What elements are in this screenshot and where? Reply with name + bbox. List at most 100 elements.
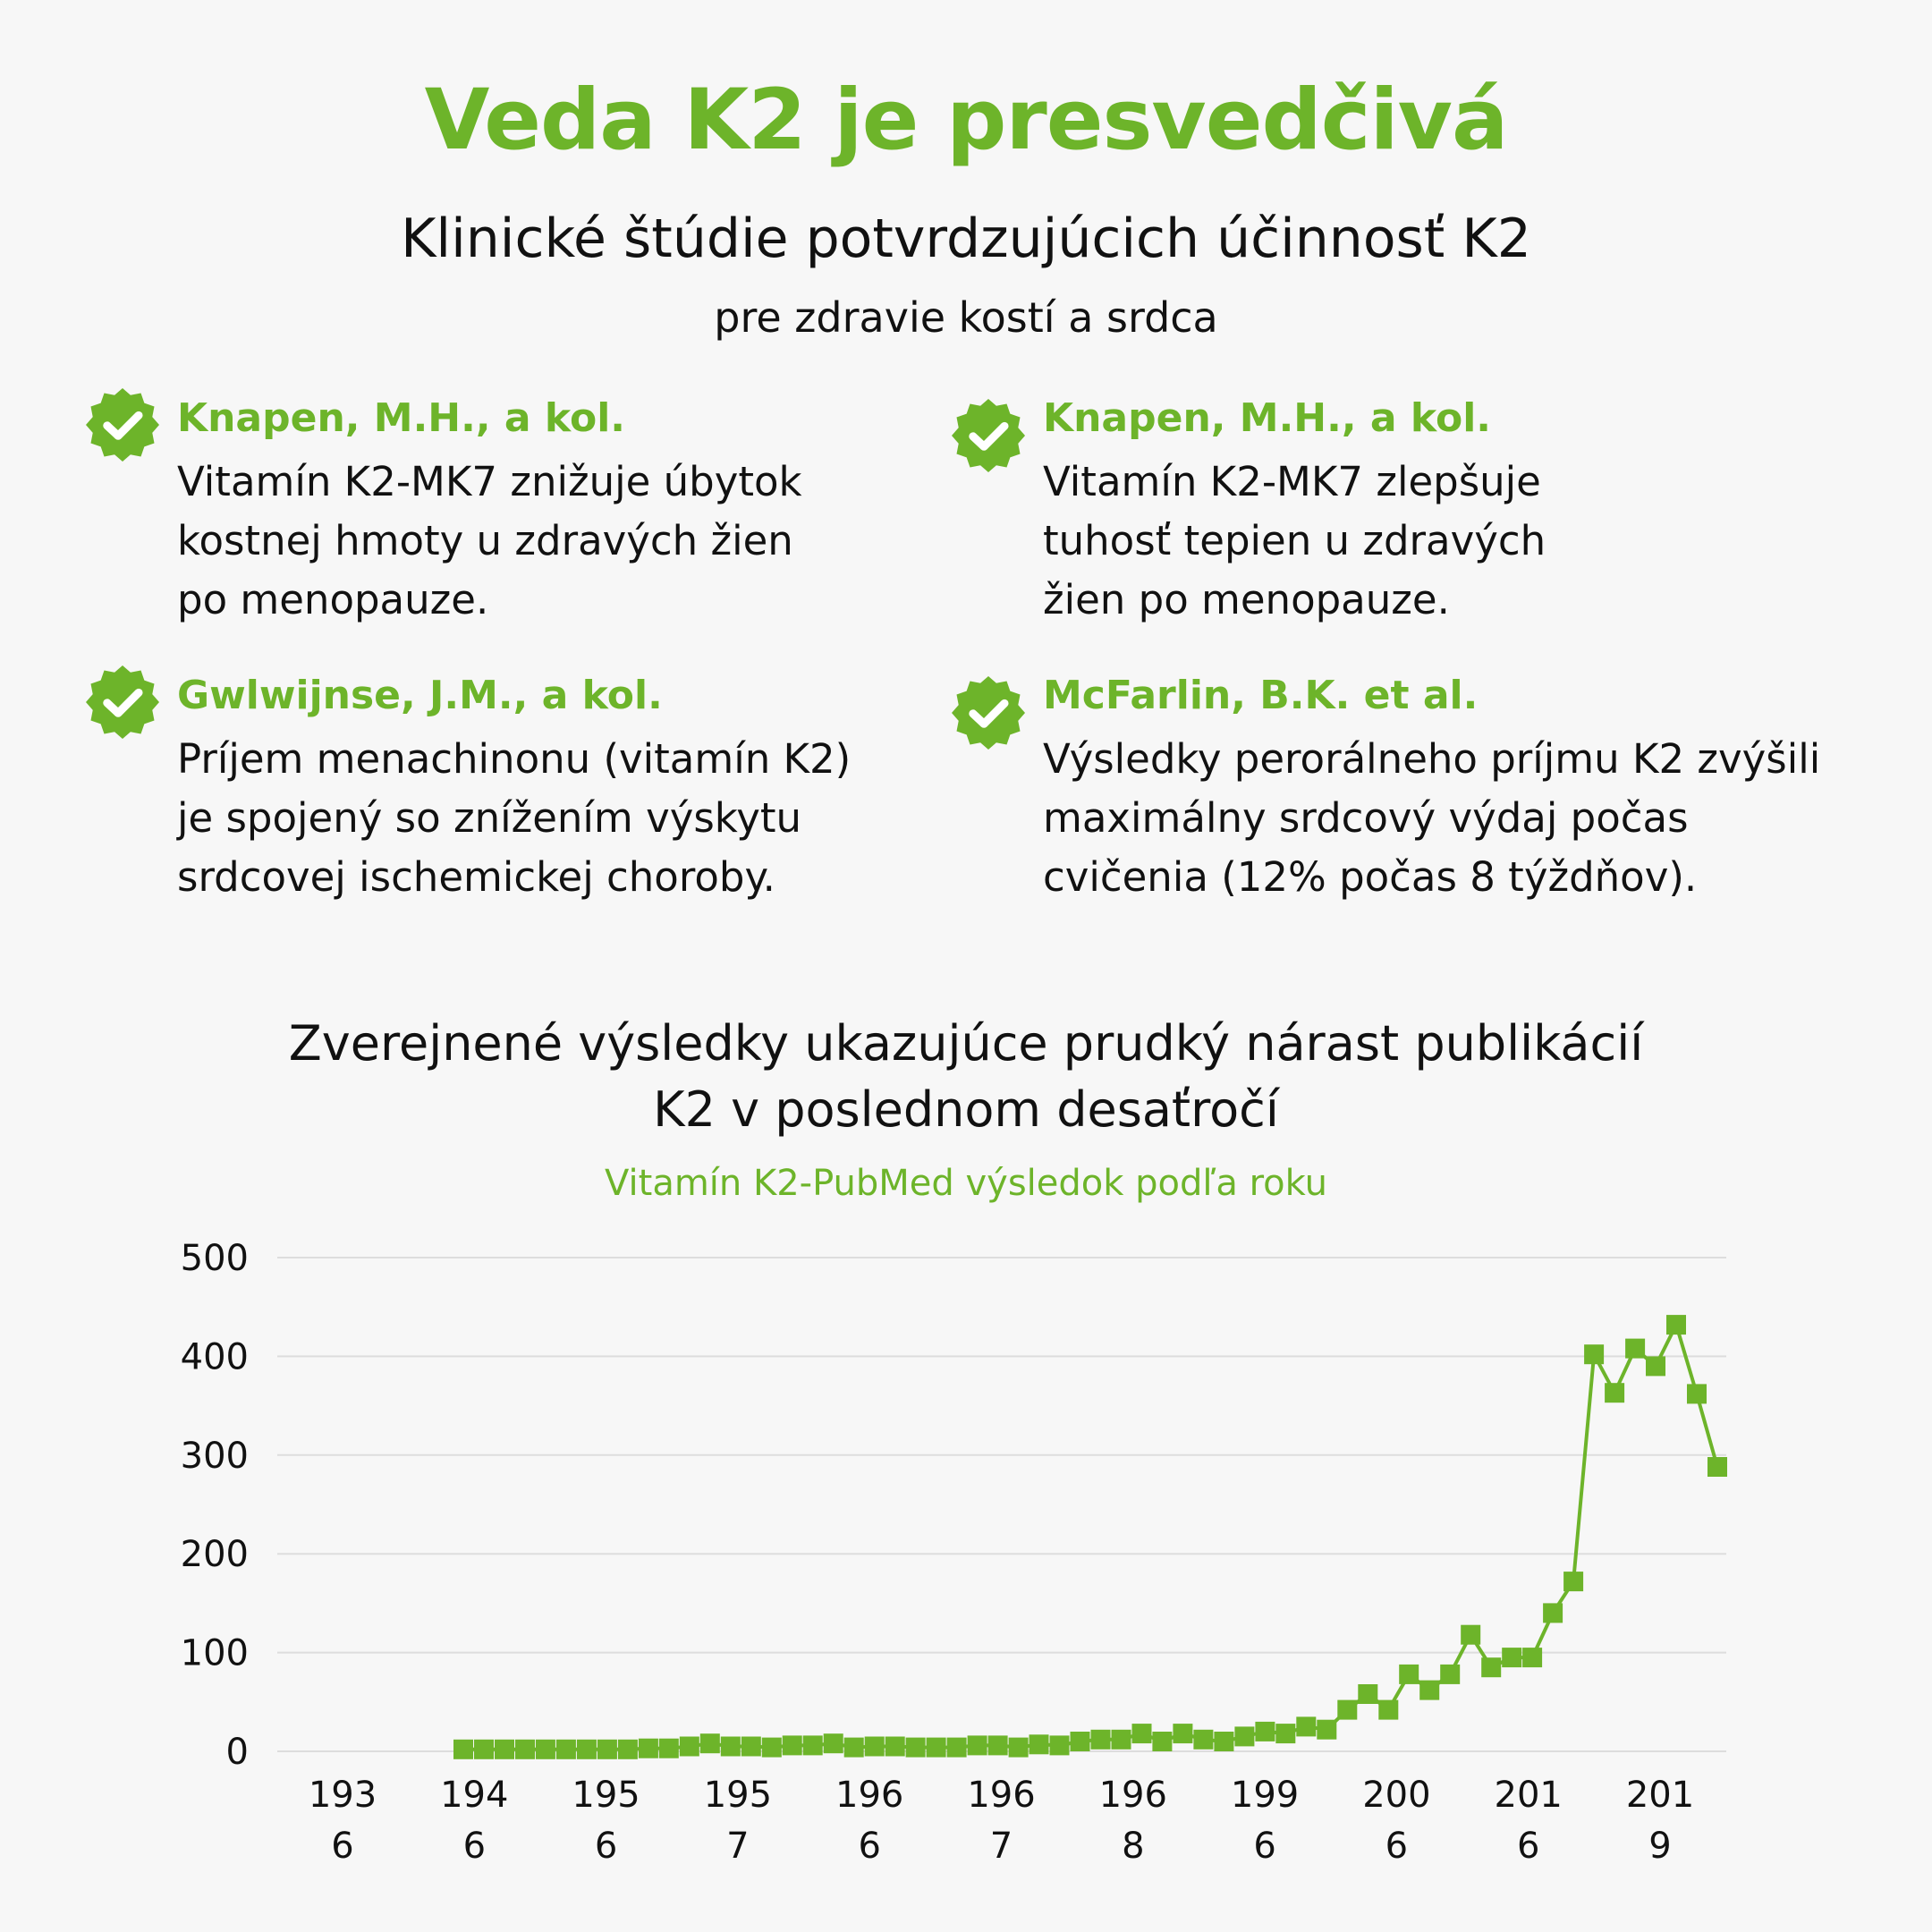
data-point [1049,1735,1070,1756]
data-point [576,1739,597,1759]
data-point [1070,1732,1090,1751]
chart-title-line: K2 v poslednom desaťročí [653,1081,1279,1138]
data-point [1666,1315,1686,1335]
data-point [1337,1699,1358,1720]
data-point [1173,1724,1193,1744]
study-description: Výsledky perorálneho príjmu K2 zvýšili m… [1043,730,1820,907]
data-point [1131,1724,1152,1744]
study-description-line: Príjem menachinonu (vitamín K2) [177,735,852,783]
x-tick-label: 199 [1231,1775,1299,1816]
data-point [1687,1384,1707,1404]
study-author: Gwlwijnse, J.M., a kol. [177,673,663,718]
data-point [1008,1737,1029,1758]
data-point [1605,1383,1625,1403]
y-tick-label: 400 [181,1336,249,1377]
x-tick-label: 6 [858,1826,880,1867]
x-tick-label: 9 [1648,1826,1671,1867]
x-tick-label: 6 [331,1826,353,1867]
data-point [1152,1732,1173,1751]
data-point [1440,1664,1461,1684]
study-description-line: je spojený so znížením výskytu [177,794,802,842]
study-description-line: maximálny srdcový výdaj počas [1043,794,1689,842]
x-tick-label: 201 [1495,1775,1563,1816]
data-point [1090,1729,1111,1750]
page-subtitle: Klinické štúdie potvrdzujúcich účinnosť … [401,208,1531,270]
data-point [802,1735,823,1756]
data-point [555,1739,576,1759]
y-tick-label: 300 [181,1436,249,1477]
data-point [843,1737,864,1758]
data-point [515,1739,535,1759]
study-description-line: tuhosť tepien u zdravých [1043,517,1546,564]
study-description-line: srdcovej ischemickej choroby. [177,853,775,901]
data-point [1522,1648,1543,1668]
data-point [1029,1734,1049,1755]
x-tick-label: 195 [704,1775,772,1816]
data-point [885,1736,905,1757]
study-author: Knapen, M.H., a kol. [1043,395,1491,441]
check-badge-icon [952,399,1025,472]
data-point [1707,1457,1727,1477]
data-point [782,1735,802,1756]
data-point [1296,1716,1317,1737]
study-description-line: cvičenia (12% počas 8 týždňov). [1043,853,1698,901]
x-tick-label: 6 [1517,1826,1539,1867]
x-tick-label: 195 [572,1775,640,1816]
check-badge-icon [86,665,159,739]
data-point [1584,1344,1605,1365]
study-description-line: po menopauze. [177,576,489,623]
y-tick-label: 200 [181,1534,249,1575]
study-description-line: Vitamín K2-MK7 znižuje úbytok [177,458,802,505]
study-author: Knapen, M.H., a kol. [177,395,625,441]
data-point [987,1735,1008,1756]
y-tick-label: 500 [181,1238,249,1279]
series-line [463,1323,1719,1751]
data-point [658,1738,679,1758]
study-description: Vitamín K2-MK7 zlepšuje tuhosť tepien u … [1043,453,1546,630]
y-tick-label: 0 [226,1732,249,1773]
x-tick-label: 201 [1626,1775,1694,1816]
data-point [946,1737,967,1758]
data-point [617,1739,638,1759]
data-point [967,1735,987,1756]
x-tick-label: 196 [835,1775,903,1816]
study-description: Príjem menachinonu (vitamín K2) je spoje… [177,730,851,907]
x-tick-label: 200 [1362,1775,1430,1816]
data-point [1255,1721,1275,1741]
data-point [638,1738,658,1758]
data-point [1625,1338,1646,1359]
chart-subtitle: Vitamín K2-PubMed výsledok podľa roku [605,1163,1327,1204]
data-point [864,1736,885,1757]
data-point [1543,1603,1563,1623]
chart-title: Zverejnené výsledky ukazujúce prudký nár… [0,1011,1932,1143]
data-point [1563,1572,1584,1592]
data-point [905,1737,926,1758]
x-tick-label: 196 [1099,1775,1167,1816]
data-point [1234,1726,1255,1747]
page-subtitle-secondary: pre zdravie kostí a srdca [714,293,1218,342]
study-description-line: Vitamín K2-MK7 zlepšuje [1043,458,1541,505]
x-tick-label: 8 [1122,1826,1144,1867]
check-badge-icon [86,388,159,462]
x-tick-label: 6 [595,1826,617,1867]
data-point [720,1736,741,1757]
study-description-line: kostnej hmoty u zdravých žien [177,517,793,564]
study-description: Vitamín K2-MK7 znižuje úbytok kostnej hm… [177,453,802,630]
data-point [453,1739,473,1759]
data-point [1214,1732,1234,1751]
data-point [699,1733,720,1754]
data-point [1378,1699,1399,1720]
x-tick-label: 193 [309,1775,377,1816]
x-tick-label: 196 [967,1775,1035,1816]
data-point [1481,1657,1502,1678]
data-point [1317,1719,1337,1740]
x-tick-label: 7 [990,1826,1013,1867]
x-tick-label: 6 [1385,1826,1408,1867]
x-tick-label: 6 [463,1826,486,1867]
x-tick-label: 194 [440,1775,508,1816]
data-point [679,1736,699,1757]
study-description-line: žien po menopauze. [1043,576,1450,623]
data-point [1358,1684,1378,1704]
data-point [1111,1729,1131,1750]
